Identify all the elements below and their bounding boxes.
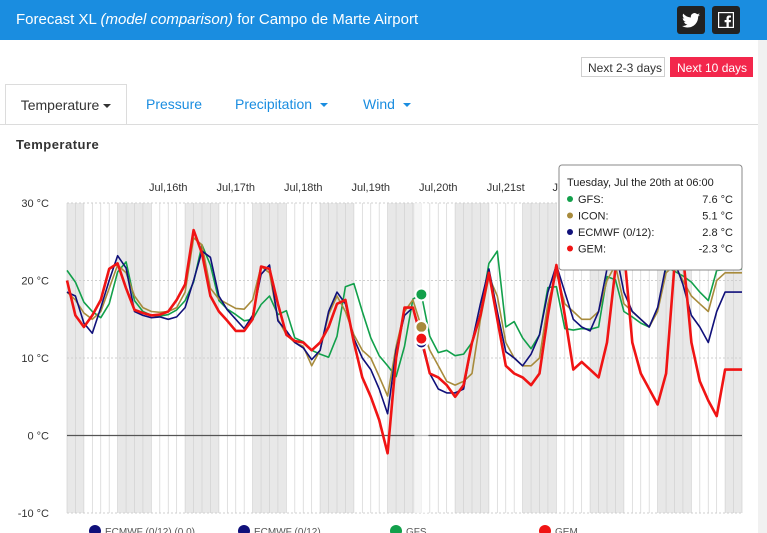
legend-label: GFS [406, 527, 427, 533]
tooltip-box [558, 164, 743, 271]
tab-precipitation-label: Precipitation [235, 96, 313, 112]
night-band [252, 203, 270, 513]
day-label: Jul,18th [284, 182, 323, 194]
chart-heading: Temperature [16, 137, 100, 152]
y-tick-label: -10 °C [18, 508, 49, 520]
tooltip-model: ECMWF (0/12): [578, 227, 654, 239]
legend-marker [89, 525, 101, 533]
facebook-share-button[interactable] [712, 6, 740, 34]
night-band [607, 203, 624, 513]
tab-temperature-label: Temperature [20, 97, 100, 113]
night-band [472, 203, 489, 513]
legend-marker [539, 525, 551, 533]
tooltip-model: ICON: [578, 211, 609, 223]
tab-wind[interactable]: Wind [363, 84, 411, 124]
hover-point [414, 320, 429, 334]
tab-wind-label: Wind [363, 96, 395, 112]
day-label: Jul,21st [487, 182, 525, 194]
night-band [725, 203, 742, 513]
y-tick-label: 20 °C [21, 276, 49, 288]
day-label: Jul,19th [351, 182, 390, 194]
facebook-icon [718, 12, 734, 28]
night-band [269, 203, 287, 513]
day-label: Jul,17th [216, 182, 255, 194]
title-mode: (model comparison) [100, 11, 234, 28]
caret-down-icon [402, 103, 411, 108]
night-band [337, 203, 354, 513]
page-scrollbar[interactable] [758, 40, 767, 533]
series-line-gem [65, 228, 742, 455]
header-bar: Forecast XL (model comparison) for Campo… [0, 0, 767, 40]
tab-divider [0, 124, 758, 125]
hover-point [414, 331, 429, 346]
legend-label: GEM [555, 527, 578, 533]
next-2-3-days-button[interactable]: Next 2-3 days [581, 57, 665, 77]
tooltip-title: Tuesday, Jul the 20th at 06:00 [567, 177, 714, 189]
night-band [320, 203, 337, 513]
night-band [387, 203, 405, 513]
day-label: Jul,22nd [552, 182, 594, 194]
tooltip-value: 7.6 °C [702, 194, 733, 206]
tooltip-value: -2.3 °C [699, 244, 733, 256]
legend-marker [390, 525, 402, 533]
day-label: Jul,16th [149, 182, 188, 194]
tab-precipitation[interactable]: Precipitation [235, 84, 329, 124]
next-10-days-button[interactable]: Next 10 days [670, 57, 753, 77]
plot-area [67, 203, 742, 513]
y-tick-label: 10 °C [21, 353, 49, 365]
hover-point [414, 287, 429, 302]
night-band [539, 203, 557, 513]
y-tick-label: 30 °C [21, 198, 49, 210]
night-band [185, 203, 202, 513]
y-tick-label: 0 °C [27, 431, 49, 443]
series-line-gfs [66, 244, 742, 378]
hover-highlight [414, 203, 429, 513]
tooltip-model: GFS: [578, 194, 604, 206]
caret-down-icon [320, 103, 329, 108]
title-location: for Campo de Marte Airport [237, 11, 419, 28]
tooltip-swatch [567, 212, 573, 219]
series-line-icon [66, 237, 742, 397]
night-band [67, 203, 84, 513]
night-band [657, 203, 675, 513]
legend-label: ECMWF (0/12) (0.0) [105, 527, 195, 533]
night-band [455, 203, 472, 513]
night-band [590, 203, 607, 513]
night-band [674, 203, 692, 513]
tooltip-swatch [567, 196, 573, 202]
hover-point [414, 335, 429, 350]
tooltip-model: GEM: [578, 244, 606, 256]
tab-bar: Temperature Pressure Precipitation Wind [0, 84, 767, 125]
tab-pressure[interactable]: Pressure [146, 84, 202, 124]
night-band [202, 203, 219, 513]
night-band [522, 203, 540, 513]
night-band [117, 203, 135, 513]
tab-pressure-label: Pressure [146, 96, 203, 112]
tab-temperature[interactable]: Temperature [5, 84, 127, 125]
twitter-share-button[interactable] [677, 6, 705, 34]
tooltip-swatch [567, 229, 573, 235]
app-title: Forecast XL (model comparison) for Campo… [16, 11, 418, 28]
legend-marker [238, 525, 250, 533]
title-prefix: Forecast XL [16, 11, 97, 28]
series-line-ecmwf- [66, 248, 742, 415]
tooltip-value: 2.8 °C [702, 227, 733, 239]
day-label: Jul,20th [419, 182, 458, 194]
chart-tooltip: Tuesday, Jul the 20th at 06:00 GFS: 7.6 °… [558, 164, 743, 271]
tooltip-value: 5.1 °C [702, 211, 733, 223]
night-band [134, 203, 152, 513]
tooltip-swatch [567, 245, 573, 252]
caret-down-icon [103, 104, 112, 109]
legend-label: ECMWF (0/12) [254, 527, 321, 533]
night-band [404, 203, 422, 513]
twitter-icon [682, 12, 700, 28]
